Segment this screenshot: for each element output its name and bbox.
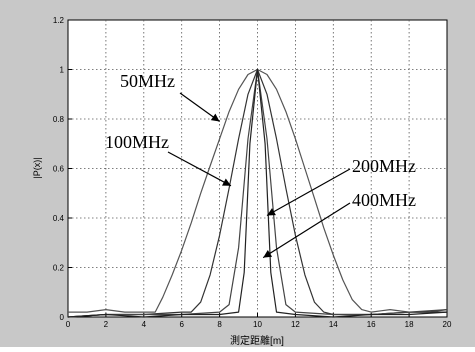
y-tick-label: 0.4	[53, 214, 65, 223]
annotation-label-400mhz: 400MHz	[352, 190, 416, 210]
y-tick-label: 1	[60, 66, 65, 75]
annotation-arrow-200mhz	[266, 168, 351, 217]
series-lines	[67, 68, 448, 318]
y-tick-label: 1.2	[53, 16, 65, 25]
x-axis-label: 測定距離[m]	[230, 334, 284, 347]
annotations: 50MHz 100MHz 200MHz 400MHz	[105, 71, 416, 259]
annotation-arrowhead	[263, 250, 273, 258]
x-tick-label: 6	[179, 320, 184, 329]
y-tick-label: 0.2	[53, 264, 65, 273]
x-tick-label: 2	[104, 320, 109, 329]
x-tick-label: 14	[329, 320, 338, 329]
y-axis-label: |P(x)|	[32, 157, 42, 178]
x-tick-label: 16	[367, 320, 376, 329]
y-tick-label: 0	[60, 313, 65, 322]
annotation-label-50mhz: 50MHz	[120, 71, 175, 91]
annotation-arrowhead	[267, 208, 276, 216]
x-tick-label: 8	[217, 320, 222, 329]
series-line-400mhz	[67, 68, 448, 318]
x-tick-label: 10	[253, 320, 262, 329]
annotation-arrow-100mhz	[167, 151, 232, 187]
x-tick-label: 4	[142, 320, 147, 329]
y-tick-label: 0.8	[53, 115, 65, 124]
annotation-arrow-400mhz	[262, 202, 351, 259]
annotation-arrowhead	[210, 113, 220, 122]
y-tick-label: 0.6	[53, 165, 65, 174]
annotation-label-100mhz: 100MHz	[105, 132, 169, 152]
x-tick-label: 20	[443, 320, 452, 329]
x-tick-label: 18	[405, 320, 414, 329]
annotation-arrowhead	[222, 178, 231, 186]
x-tick-label: 12	[291, 320, 300, 329]
axis-ticks: 0 2 4 6 8 10 12 14 16 18 20 0 0.2 0.4 0.6 0.8 1 1.2	[53, 16, 452, 329]
x-tick-label: 0	[66, 320, 71, 329]
annotation-arrow-50mhz	[179, 92, 220, 122]
annotation-label-200mhz: 200MHz	[352, 156, 416, 176]
